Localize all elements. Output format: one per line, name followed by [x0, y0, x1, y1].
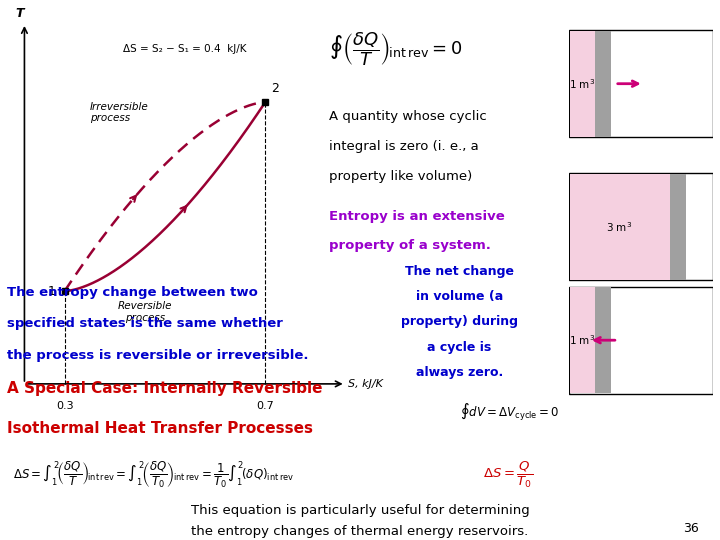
Text: 0.3: 0.3: [55, 401, 73, 411]
Text: ΔS = S₂ − S₁ = 0.4  kJ/K: ΔS = S₂ − S₁ = 0.4 kJ/K: [123, 44, 247, 53]
Text: the entropy changes of thermal energy reservoirs.: the entropy changes of thermal energy re…: [192, 525, 528, 538]
Text: Irreversible
process: Irreversible process: [90, 102, 148, 123]
Bar: [570, 31, 595, 137]
Bar: [570, 174, 670, 280]
Text: 1: 1: [48, 285, 55, 298]
Text: property) during: property) during: [401, 315, 518, 328]
Text: $1\ \mathrm{m}^3$: $1\ \mathrm{m}^3$: [569, 77, 595, 91]
Text: the process is reversible or irreversible.: the process is reversible or irreversibl…: [7, 349, 309, 362]
Bar: [595, 287, 611, 393]
Text: always zero.: always zero.: [415, 366, 503, 379]
Text: property like volume): property like volume): [329, 170, 472, 183]
Text: 36: 36: [683, 522, 698, 535]
Text: integral is zero (i. e., a: integral is zero (i. e., a: [329, 140, 479, 153]
Bar: [595, 31, 611, 137]
Text: Reversible
process: Reversible process: [117, 301, 172, 323]
Bar: [670, 174, 686, 280]
Text: $\Delta S = \dfrac{Q}{T_0}$: $\Delta S = \dfrac{Q}{T_0}$: [483, 460, 534, 490]
Text: $\Delta S = \int_1^2 \!\left(\dfrac{\delta Q}{T}\right)_{\!\mathrm{int\,rev}}= \: $\Delta S = \int_1^2 \!\left(\dfrac{\del…: [14, 460, 294, 491]
Text: The entropy change between two: The entropy change between two: [7, 286, 258, 299]
Text: A Special Case: Internally Reversible: A Special Case: Internally Reversible: [7, 381, 323, 396]
Text: $\oint dV = \Delta V_{\mathrm{cycle}} = 0$: $\oint dV = \Delta V_{\mathrm{cycle}} = …: [460, 402, 559, 423]
Text: 0.7: 0.7: [256, 401, 274, 411]
Text: Entropy is an extensive: Entropy is an extensive: [329, 210, 505, 222]
Text: Isothermal Heat Transfer Processes: Isothermal Heat Transfer Processes: [7, 421, 313, 436]
Text: property of a system.: property of a system.: [329, 239, 491, 252]
Text: $3\ \mathrm{m}^3$: $3\ \mathrm{m}^3$: [606, 220, 632, 234]
Text: The net change: The net change: [405, 265, 514, 278]
Text: T: T: [15, 6, 24, 19]
Text: in volume (a: in volume (a: [415, 290, 503, 303]
Text: 2: 2: [271, 82, 279, 95]
Text: a cycle is: a cycle is: [427, 341, 492, 354]
Bar: [570, 287, 595, 393]
Text: A quantity whose cyclic: A quantity whose cyclic: [329, 110, 487, 123]
Text: S, kJ/K: S, kJ/K: [348, 379, 383, 389]
Text: $1\ \mathrm{m}^3$: $1\ \mathrm{m}^3$: [569, 333, 595, 347]
Text: specified states is the same whether: specified states is the same whether: [7, 318, 283, 330]
Text: $\oint \left(\dfrac{\delta Q}{T}\right)_{\!\mathrm{int\,rev}} = 0$: $\oint \left(\dfrac{\delta Q}{T}\right)_…: [329, 31, 462, 69]
Text: This equation is particularly useful for determining: This equation is particularly useful for…: [191, 504, 529, 517]
